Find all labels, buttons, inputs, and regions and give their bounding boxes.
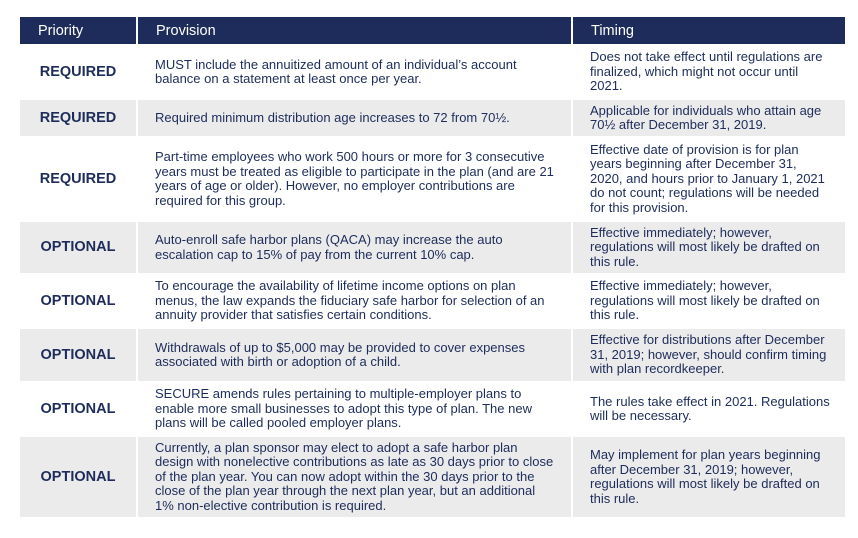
timing-cell: Effective date of provision is for plan … — [571, 136, 845, 221]
timing-cell: The rules take effect in 2021. Regulatio… — [571, 381, 845, 436]
priority-cell: REQUIRED — [20, 44, 137, 99]
provision-cell: SECURE amends rules pertaining to multip… — [136, 381, 572, 436]
table-row: OPTIONAL Withdrawals of up to $5,000 may … — [20, 327, 845, 382]
priority-cell: OPTIONAL — [20, 381, 137, 436]
priority-cell: REQUIRED — [20, 98, 137, 137]
table-row: REQUIRED MUST include the annuitized amou… — [20, 44, 845, 99]
table-row: REQUIRED Part-time employees who work 500… — [20, 136, 845, 221]
provision-cell: Part-time employees who work 500 hours o… — [136, 136, 572, 221]
table-row: OPTIONAL SECURE amends rules pertaining t… — [20, 381, 845, 436]
priority-cell: OPTIONAL — [20, 273, 137, 328]
header-row: Priority Provision Timing — [20, 17, 845, 45]
timing-cell: Effective immediately; however, regulati… — [571, 220, 845, 274]
table-row: OPTIONAL Currently, a plan sponsor may el… — [20, 435, 845, 517]
priority-cell: REQUIRED — [20, 136, 137, 221]
column-header: Priority — [20, 17, 137, 45]
provision-cell: Required minimum distribution age increa… — [136, 98, 572, 137]
timing-cell: Applicable for individuals who attain ag… — [571, 98, 845, 137]
priority-cell: OPTIONAL — [20, 327, 137, 382]
provision-cell: Currently, a plan sponsor may elect to a… — [136, 435, 572, 517]
column-header: Provision — [136, 17, 572, 45]
provision-cell: MUST include the annuitized amount of an… — [136, 44, 572, 99]
timing-cell: Does not take effect until regulations a… — [571, 44, 845, 99]
timing-cell: May implement for plan years beginning a… — [571, 435, 845, 517]
provision-cell: To encourage the availability of lifetim… — [136, 273, 572, 328]
table-row: OPTIONAL To encourage the availability of… — [20, 273, 845, 328]
provision-cell: Auto-enroll safe harbor plans (QACA) may… — [136, 220, 572, 274]
table-row: REQUIRED Required minimum distribution ag… — [20, 98, 845, 137]
provisions-table: Priority Provision Timing REQUIRED MUST inc… — [20, 17, 845, 517]
column-header: Timing — [571, 17, 845, 45]
priority-cell: OPTIONAL — [20, 220, 137, 274]
priority-cell: OPTIONAL — [20, 435, 137, 517]
provision-cell: Withdrawals of up to $5,000 may be provi… — [136, 327, 572, 382]
timing-cell: Effective immediately; however, regulati… — [571, 273, 845, 328]
timing-cell: Effective for distributions after Decemb… — [571, 327, 845, 382]
table-row: OPTIONAL Auto-enroll safe harbor plans (Q… — [20, 220, 845, 274]
